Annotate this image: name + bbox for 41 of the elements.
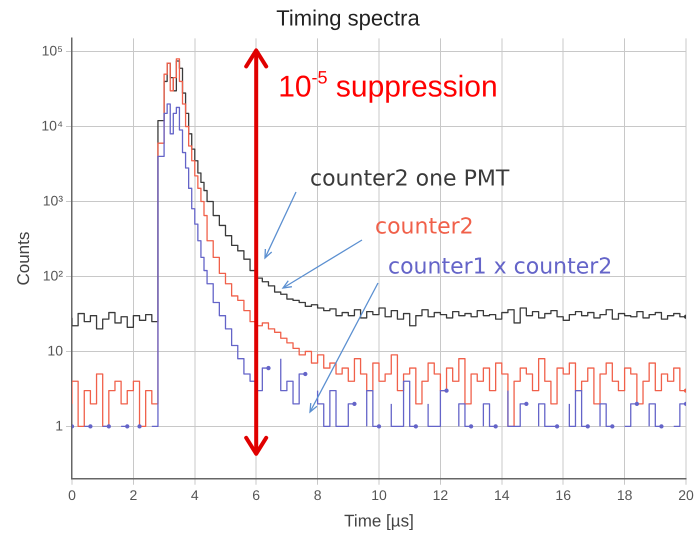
x-axis-title: Time [µs] <box>344 511 414 530</box>
point <box>125 424 130 429</box>
x-tick-label: 10 <box>371 487 387 504</box>
x-tick-label: 14 <box>494 487 510 504</box>
point <box>414 424 418 429</box>
point <box>376 424 382 429</box>
point <box>659 424 664 429</box>
point <box>444 388 449 393</box>
point <box>468 424 474 429</box>
point <box>137 424 142 429</box>
y-tick-label: 10 <box>47 342 64 358</box>
x-tick-label: 4 <box>190 487 199 504</box>
text: counter2 <box>375 214 474 240</box>
y-axis-title: Counts <box>14 232 33 286</box>
x-tick-label: 12 <box>432 487 448 504</box>
y-tick-label: 10³ <box>42 192 64 208</box>
x-tick-label: 8 <box>314 487 322 504</box>
point <box>554 424 560 429</box>
x-tick-label: 16 <box>555 487 572 504</box>
point <box>524 402 529 406</box>
point <box>586 424 590 429</box>
point <box>352 402 357 406</box>
y-tick-label: 10⁵ <box>42 42 63 58</box>
y-tick-label: 1 <box>55 417 64 434</box>
point <box>634 402 640 406</box>
chart-title: Timing spectra <box>276 5 420 30</box>
point <box>303 372 308 376</box>
point <box>88 424 93 429</box>
x-tick-label: 20 <box>678 487 694 504</box>
point <box>106 424 111 429</box>
text: counter2 one PMT <box>310 166 510 192</box>
x-tick-label: 0 <box>68 487 76 504</box>
point <box>610 424 614 429</box>
x-tick-label: 2 <box>129 487 138 504</box>
y-tick-label: 10² <box>42 267 64 284</box>
x-tick-label: 18 <box>616 487 633 504</box>
x-tick-label: 6 <box>252 487 260 504</box>
point <box>494 424 498 429</box>
text: counter1 x counter2 <box>388 254 612 280</box>
point <box>266 366 271 370</box>
y-tick-label: 10⁴ <box>41 117 63 134</box>
